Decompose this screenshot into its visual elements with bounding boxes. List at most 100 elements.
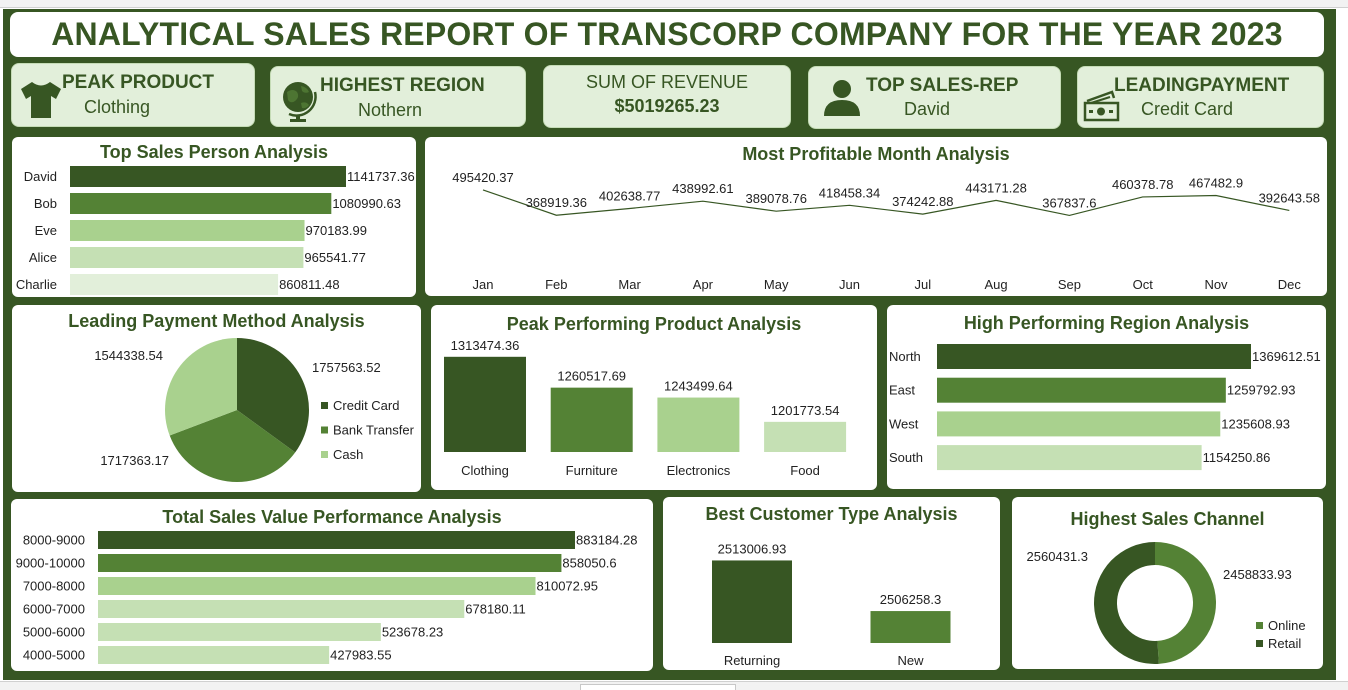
- category-label: David: [24, 169, 57, 184]
- data-label: 460378.78: [1112, 177, 1173, 192]
- data-label: 970183.99: [306, 223, 367, 238]
- category-label: 6000-7000: [23, 602, 85, 617]
- bar[interactable]: [70, 247, 303, 268]
- bar[interactable]: [712, 560, 792, 643]
- x-tick-label: Jul: [914, 277, 931, 292]
- bar[interactable]: [444, 357, 526, 452]
- sheet-tab[interactable]: [580, 684, 736, 690]
- data-label: 1260517.69: [557, 369, 626, 384]
- legend-swatch: [321, 402, 328, 409]
- data-label: 2458833.93: [1223, 567, 1292, 582]
- kpi-peak-product-value: Clothing: [84, 97, 150, 118]
- data-label: 374242.88: [892, 194, 953, 209]
- category-label: Clothing: [461, 463, 509, 478]
- category-label: 8000-9000: [23, 533, 85, 548]
- kpi-top-sales-rep-value: David: [904, 99, 950, 120]
- data-label: 965541.77: [304, 250, 365, 265]
- x-tick-label: Nov: [1204, 277, 1228, 292]
- x-tick-label: Jun: [839, 277, 860, 292]
- data-label: 1757563.52: [312, 360, 381, 375]
- chart-payment: 1757563.521717363.171544338.54Credit Car…: [12, 305, 421, 492]
- data-label: 883184.28: [576, 533, 637, 548]
- bar[interactable]: [98, 600, 464, 618]
- data-label: 858050.6: [562, 556, 616, 571]
- bar[interactable]: [937, 411, 1220, 436]
- data-label: 389078.76: [745, 191, 806, 206]
- bar[interactable]: [937, 344, 1251, 369]
- kpi-sum-revenue-title: SUM OF REVENUE: [544, 72, 790, 93]
- data-label: 418458.34: [819, 185, 880, 200]
- x-tick-label: Mar: [618, 277, 641, 292]
- legend-swatch: [321, 451, 328, 458]
- bar[interactable]: [98, 623, 381, 641]
- data-label: 860811.48: [279, 277, 340, 292]
- kpi-leading-payment-value: Credit Card: [1141, 99, 1233, 120]
- bar[interactable]: [98, 554, 561, 572]
- category-label: Electronics: [667, 463, 731, 478]
- bar[interactable]: [937, 378, 1226, 403]
- bar[interactable]: [70, 193, 331, 214]
- x-tick-label: Dec: [1278, 277, 1302, 292]
- legend-label: Cash: [333, 447, 363, 462]
- kpi-peak-product[interactable]: PEAK PRODUCT Clothing: [11, 63, 255, 127]
- doughnut-slice[interactable]: [1094, 542, 1159, 664]
- legend-label: Retail: [1268, 636, 1301, 651]
- data-label: 1313474.36: [451, 338, 520, 353]
- kpi-sum-revenue[interactable]: SUM OF REVENUE $5019265.23: [543, 65, 791, 128]
- bar[interactable]: [764, 422, 846, 452]
- panel-month[interactable]: Most Profitable Month Analysis 495420.37…: [425, 137, 1327, 296]
- bar[interactable]: [70, 166, 346, 187]
- category-label: Alice: [29, 250, 57, 265]
- data-label: 402638.77: [599, 188, 660, 203]
- data-label: 1243499.64: [664, 379, 733, 394]
- bar[interactable]: [98, 577, 536, 595]
- x-tick-label: Jan: [473, 277, 494, 292]
- globe-icon: [279, 78, 321, 124]
- bar[interactable]: [937, 445, 1202, 470]
- panel-product[interactable]: Peak Performing Product Analysis 1313474…: [431, 305, 877, 490]
- bar[interactable]: [98, 646, 329, 664]
- kpi-top-sales-rep[interactable]: TOP SALES-REP David: [808, 66, 1061, 129]
- tshirt-icon: [17, 80, 65, 120]
- data-label: 495420.37: [452, 170, 513, 185]
- bar[interactable]: [98, 531, 575, 549]
- panel-region[interactable]: High Performing Region Analysis North 136…: [887, 305, 1326, 489]
- bar[interactable]: [551, 388, 633, 452]
- bar[interactable]: [657, 398, 739, 452]
- data-label: 467482.9: [1189, 176, 1243, 191]
- data-label: 2513006.93: [718, 541, 787, 556]
- legend-label: Bank Transfer: [333, 423, 415, 438]
- kpi-highest-region[interactable]: HIGHEST REGION Nothern: [270, 66, 526, 127]
- panel-sales-value[interactable]: Total Sales Value Performance Analysis 8…: [11, 499, 653, 671]
- category-label: Furniture: [566, 463, 618, 478]
- bar[interactable]: [871, 611, 951, 643]
- data-label: 2506258.3: [880, 592, 941, 607]
- panel-customer[interactable]: Best Customer Type Analysis 2513006.93 Re…: [663, 497, 1000, 670]
- data-label: 678180.11: [465, 602, 526, 617]
- chart-month: 495420.37Jan368919.36Feb402638.77Mar4389…: [425, 137, 1327, 296]
- category-label: New: [897, 653, 924, 668]
- chart-customer: 2513006.93Returning2506258.3New: [663, 497, 1000, 670]
- kpi-sum-revenue-value: $5019265.23: [544, 96, 790, 117]
- panel-sales-person[interactable]: Top Sales Person Analysis David 1141737.3…: [12, 137, 416, 297]
- panel-channel[interactable]: Highest Sales Channel 2458833.93 2560431.…: [1012, 497, 1323, 669]
- dashboard-title: ANALYTICAL SALES REPORT OF TRANSCORP COM…: [10, 12, 1324, 57]
- bar[interactable]: [70, 274, 278, 295]
- data-label: 523678.23: [382, 625, 443, 640]
- data-label: 438992.61: [672, 181, 733, 196]
- category-label: North: [889, 349, 921, 364]
- x-tick-label: May: [764, 277, 789, 292]
- bar[interactable]: [70, 220, 305, 241]
- data-label: 443171.28: [965, 180, 1026, 195]
- category-label: 5000-6000: [23, 625, 85, 640]
- doughnut-slice[interactable]: [1155, 542, 1216, 664]
- person-icon: [821, 79, 863, 117]
- data-label: 1544338.54: [94, 348, 163, 363]
- panel-payment[interactable]: Leading Payment Method Analysis 1757563.…: [12, 305, 421, 492]
- title-panel: ANALYTICAL SALES REPORT OF TRANSCORP COM…: [10, 12, 1324, 57]
- category-label: 4000-5000: [23, 648, 85, 663]
- chart-channel: 2458833.932560431.3OnlineRetail: [1012, 497, 1323, 669]
- kpi-leading-payment[interactable]: LEADINGPAYMENT Credit Card: [1077, 66, 1324, 128]
- data-label: 2560431.3: [1027, 549, 1088, 564]
